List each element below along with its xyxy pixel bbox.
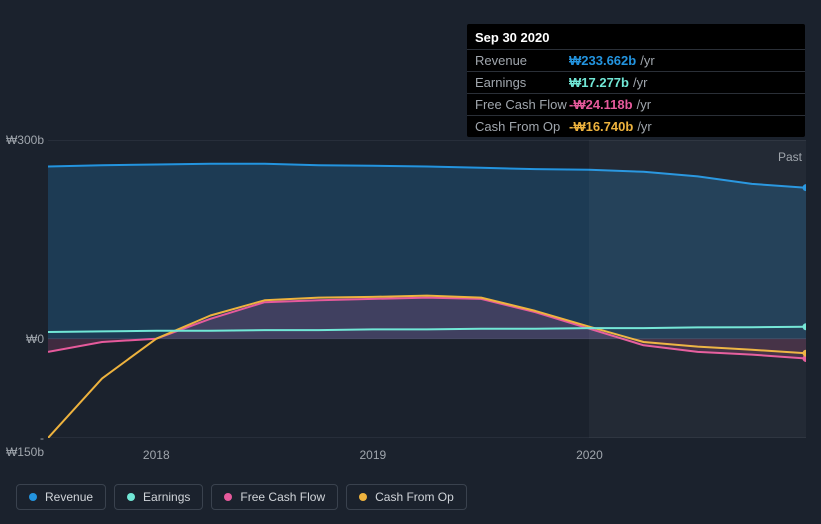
tooltip-value: -₩24.118b — [569, 97, 633, 112]
financials-chart: Past ₩300b₩0-₩150b — [16, 122, 806, 438]
tooltip-label: Earnings — [475, 75, 569, 90]
legend-dot-icon — [224, 493, 232, 501]
tooltip-value: ₩17.277b — [569, 75, 629, 90]
legend-item-cash_from_op[interactable]: Cash From Op — [346, 484, 467, 510]
tooltip-label: Revenue — [475, 53, 569, 68]
legend-item-free_cash_flow[interactable]: Free Cash Flow — [211, 484, 338, 510]
tooltip-row: Revenue₩233.662b/yr — [467, 49, 805, 71]
legend-dot-icon — [29, 493, 37, 501]
legend-dot-icon — [359, 493, 367, 501]
past-label: Past — [778, 150, 802, 164]
tooltip-label: Free Cash Flow — [475, 97, 569, 112]
x-axis-label: 2019 — [359, 448, 386, 462]
tooltip-label: Cash From Op — [475, 119, 569, 134]
tooltip-value: -₩16.740b — [569, 119, 633, 134]
y-axis-label: ₩300b — [4, 133, 44, 147]
legend-label: Revenue — [45, 490, 93, 504]
tooltip-row: Earnings₩17.277b/yr — [467, 71, 805, 93]
tooltip-date: Sep 30 2020 — [467, 24, 805, 49]
tooltip-unit: /yr — [640, 53, 654, 68]
legend-dot-icon — [127, 493, 135, 501]
legend-label: Earnings — [143, 490, 190, 504]
tooltip-unit: /yr — [637, 97, 651, 112]
x-axis-label: 2018 — [143, 448, 170, 462]
plot-area[interactable]: Past — [48, 140, 806, 438]
x-axis-label: 2020 — [576, 448, 603, 462]
legend-item-earnings[interactable]: Earnings — [114, 484, 203, 510]
legend-item-revenue[interactable]: Revenue — [16, 484, 106, 510]
future-shade — [589, 140, 806, 438]
tooltip-unit: /yr — [633, 75, 647, 90]
tooltip-value: ₩233.662b — [569, 53, 636, 68]
y-axis-label: ₩0 — [4, 332, 44, 346]
legend-label: Free Cash Flow — [240, 490, 325, 504]
y-axis-label: -₩150b — [4, 431, 44, 459]
chart-legend: Revenue Earnings Free Cash Flow Cash From O… — [16, 484, 467, 510]
x-axis: 2018 2019 2020 — [48, 448, 806, 468]
chart-tooltip: Sep 30 2020 Revenue₩233.662b/yrEarnings₩… — [467, 24, 805, 137]
tooltip-unit: /yr — [637, 119, 651, 134]
tooltip-row: Free Cash Flow-₩24.118b/yr — [467, 93, 805, 115]
tooltip-row: Cash From Op-₩16.740b/yr — [467, 115, 805, 137]
legend-label: Cash From Op — [375, 490, 454, 504]
